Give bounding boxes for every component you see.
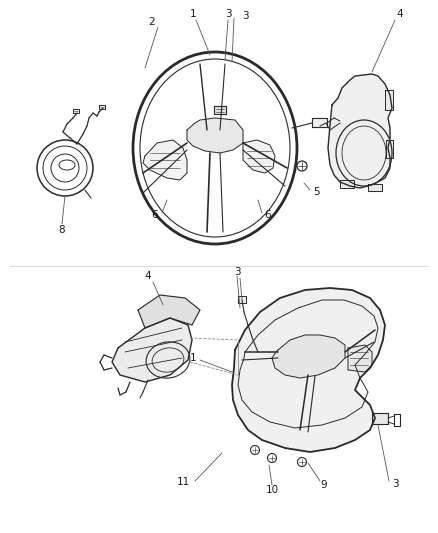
Polygon shape	[214, 106, 226, 114]
Text: 3: 3	[242, 11, 248, 21]
Text: 8: 8	[59, 225, 65, 235]
Polygon shape	[328, 74, 392, 188]
Polygon shape	[243, 140, 275, 173]
Polygon shape	[386, 140, 393, 158]
Text: 3: 3	[392, 479, 398, 489]
Text: 10: 10	[265, 485, 279, 495]
Polygon shape	[99, 105, 105, 109]
Polygon shape	[238, 296, 246, 303]
Text: 4: 4	[145, 271, 151, 281]
Polygon shape	[368, 184, 382, 191]
Text: 11: 11	[177, 477, 190, 487]
Text: 4: 4	[397, 9, 403, 19]
Text: 6: 6	[265, 210, 271, 220]
Polygon shape	[187, 118, 243, 153]
Text: 2: 2	[148, 17, 155, 27]
Text: 9: 9	[321, 480, 327, 490]
Polygon shape	[232, 288, 385, 452]
Polygon shape	[348, 345, 372, 372]
Text: 6: 6	[152, 210, 158, 220]
Polygon shape	[312, 118, 327, 127]
Polygon shape	[73, 109, 79, 113]
Polygon shape	[385, 90, 393, 110]
Polygon shape	[138, 295, 200, 328]
Polygon shape	[372, 413, 388, 424]
Text: 3: 3	[225, 9, 231, 19]
Polygon shape	[272, 335, 345, 378]
Text: 1: 1	[190, 9, 196, 19]
Polygon shape	[112, 318, 192, 382]
Text: 3: 3	[234, 267, 240, 277]
Text: 1: 1	[190, 353, 196, 363]
Text: 5: 5	[313, 187, 319, 197]
Polygon shape	[143, 140, 187, 180]
Polygon shape	[340, 180, 354, 188]
